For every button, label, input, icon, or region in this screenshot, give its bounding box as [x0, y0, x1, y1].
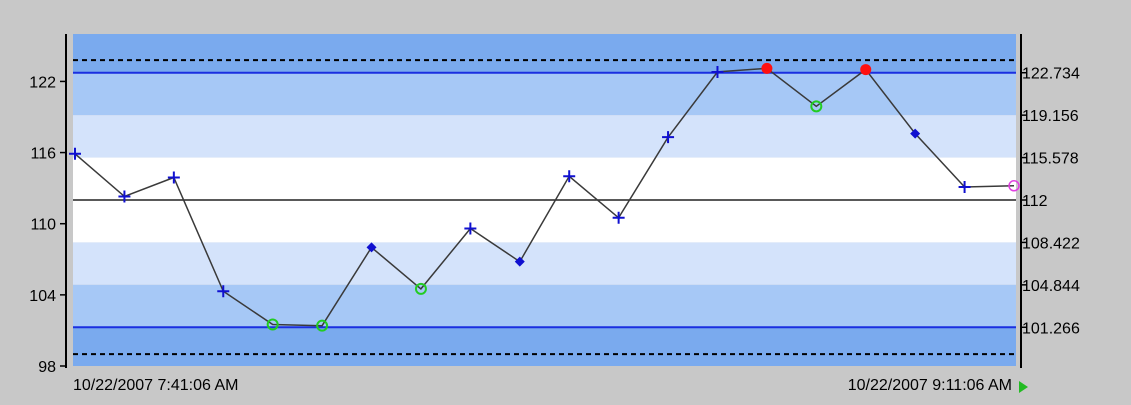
right-tick-label: 122.734	[1022, 66, 1080, 83]
data-point-7	[366, 242, 377, 253]
data-point-20	[1008, 180, 1020, 192]
data-point-11	[563, 170, 576, 183]
data-point-6	[316, 319, 329, 332]
plus-marker	[69, 147, 81, 160]
right-tick-label: 101.266	[1022, 320, 1080, 337]
diamond-marker	[514, 256, 525, 267]
last-point-marker	[1008, 180, 1020, 192]
alarm-marker	[761, 62, 773, 74]
plus-marker	[167, 171, 180, 184]
data-point-15	[761, 62, 773, 74]
right-tick-label: 119.156	[1022, 108, 1079, 125]
data-point-17	[860, 64, 872, 76]
series-layer	[69, 62, 1020, 332]
plus-marker	[958, 180, 971, 193]
data-point-13	[662, 131, 675, 144]
plus-marker	[612, 211, 625, 224]
data-point-3	[167, 171, 180, 184]
data-point-1	[69, 147, 81, 160]
data-point-12	[612, 211, 625, 224]
data-point-8	[414, 282, 427, 295]
circle-marker	[316, 319, 329, 332]
zone-band-5	[73, 284, 1016, 328]
left-tick-label: 104	[29, 288, 56, 305]
data-point-2	[118, 190, 131, 203]
x-start-label: 10/22/2007 7:41:06 AM	[73, 377, 238, 394]
scroll-right-arrow-icon[interactable]	[1019, 381, 1028, 393]
zone-band-0	[73, 34, 1016, 73]
left-tick-label: 116	[30, 146, 56, 163]
circle-marker	[266, 318, 279, 331]
limit-lines-layer	[73, 59, 1016, 356]
diamond-marker	[910, 128, 921, 139]
zones-layer	[73, 34, 1016, 366]
plus-marker	[464, 222, 477, 235]
diamond-marker	[366, 242, 377, 253]
left-tick-label: 98	[38, 359, 56, 376]
left-tick-label: 122	[29, 74, 56, 91]
circle-marker	[414, 282, 427, 295]
zone-band-6	[73, 327, 1016, 366]
right-tick-label: 112	[1022, 193, 1048, 210]
plus-marker	[118, 190, 131, 203]
right-tick-label: 104.844	[1022, 278, 1080, 295]
circle-marker	[810, 100, 823, 113]
plus-marker	[563, 170, 576, 183]
plus-marker	[662, 131, 675, 144]
data-point-9	[464, 222, 477, 235]
right-tick-label: 108.422	[1022, 235, 1080, 252]
series-line	[74, 67, 1015, 327]
data-point-16	[810, 100, 823, 113]
data-point-14	[711, 65, 724, 78]
plus-marker	[217, 285, 230, 298]
right-tick-label: 115.578	[1022, 151, 1079, 168]
zone-band-2	[73, 115, 1016, 158]
data-point-4	[217, 285, 230, 298]
zone-band-4	[73, 242, 1016, 285]
data-point-18	[910, 128, 921, 139]
zone-band-1	[73, 72, 1016, 116]
data-point-5	[266, 318, 279, 331]
data-point-19	[958, 180, 971, 193]
data-point-10	[514, 256, 525, 267]
alarm-marker	[860, 64, 872, 76]
plus-marker	[711, 65, 724, 78]
axes-layer: 98 104 110 116 122 101.266 104.844 108.422 112 11…	[29, 34, 1080, 376]
x-end-label: 10/22/2007 9:11:06 AM	[848, 377, 1012, 394]
left-tick-label: 110	[30, 217, 56, 234]
